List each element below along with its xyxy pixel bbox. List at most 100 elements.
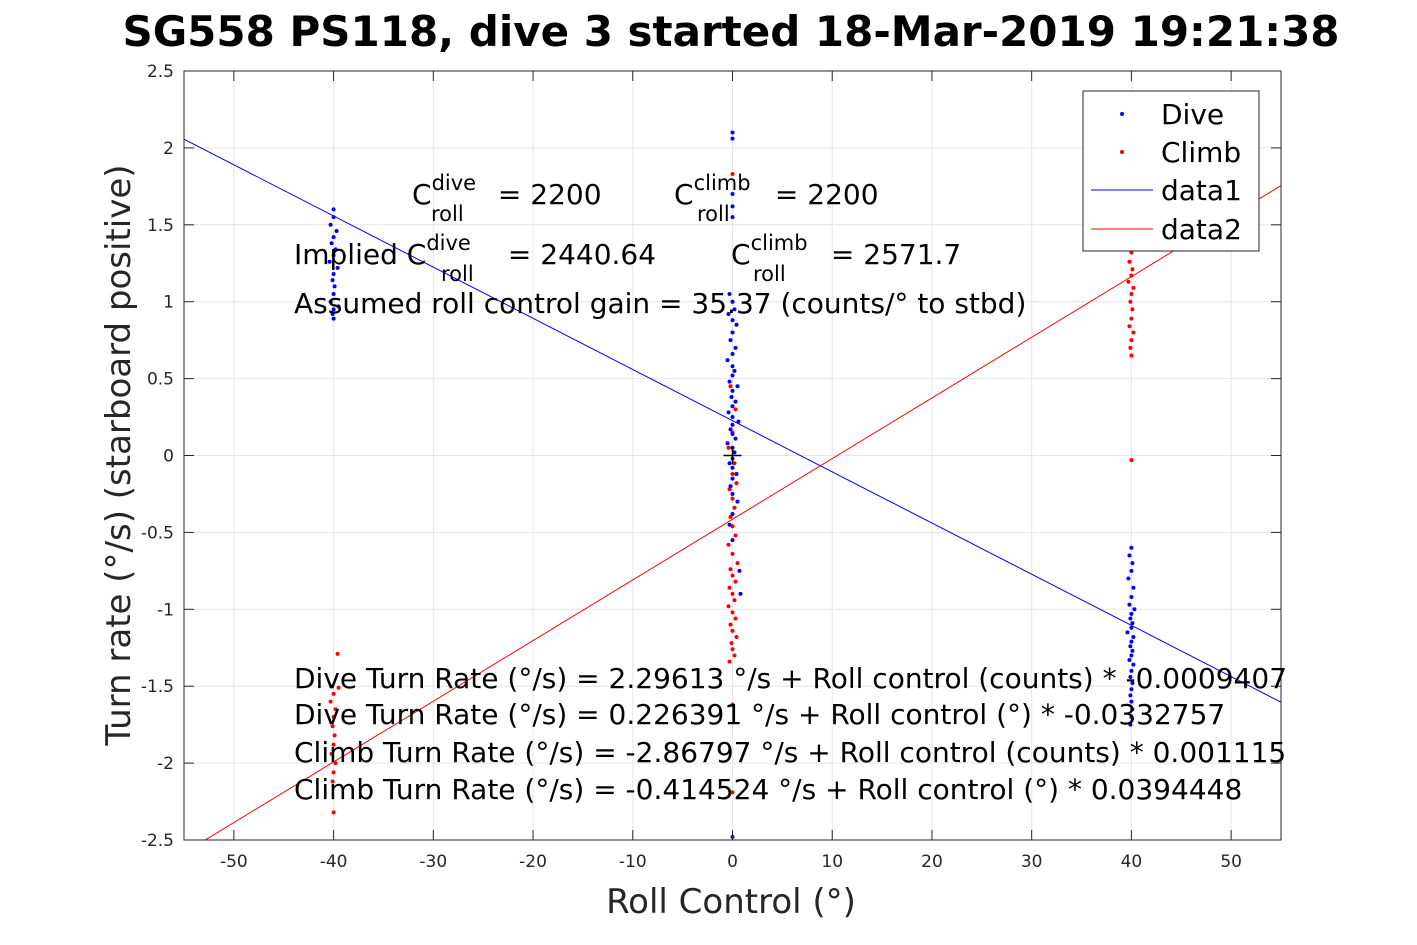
x-tick-label: 10	[821, 852, 843, 872]
data-point-climb	[1129, 458, 1134, 463]
data-point-climb	[728, 622, 733, 627]
x-tick-label: 30	[1021, 852, 1043, 872]
data-point-dive	[733, 436, 738, 441]
data-point-climb	[733, 407, 738, 412]
x-axis-label: Roll Control (°)	[606, 882, 856, 922]
data-point-climb	[1127, 324, 1132, 329]
data-point-climb	[329, 684, 334, 689]
data-point-dive	[730, 318, 735, 323]
data-point-dive	[728, 427, 733, 432]
y-axis-ticks: -2.5 -2 -1.5 -1 -0.5 0 0.5 1 1.5 2 2.5	[141, 62, 1281, 851]
data-point-climb	[730, 172, 735, 177]
data-point-dive	[730, 465, 735, 470]
data-point-climb	[732, 598, 737, 603]
data-point-dive	[1129, 545, 1134, 550]
data-point-dive	[331, 272, 336, 277]
data-point-climb	[729, 641, 734, 646]
data-point-dive	[730, 476, 735, 481]
data-point-dive	[1129, 639, 1134, 644]
data-point-dive	[1129, 625, 1134, 630]
x-tick-label: -20	[519, 852, 547, 872]
c-roll-climb-main: C	[674, 178, 694, 211]
x-tick-label: -30	[419, 852, 447, 872]
c-roll-climb-sub: roll	[697, 202, 730, 226]
data-point-dive	[727, 522, 732, 527]
x-axis-ticks: -50 -40 -30 -20 -10 0 10 20 30 40 50	[220, 71, 1242, 872]
data-point-dive	[728, 484, 733, 489]
implied-climb-main: C	[731, 238, 751, 271]
data-point-climb	[1127, 259, 1132, 264]
data-point-dive	[732, 307, 737, 312]
data-point-climb	[730, 551, 735, 556]
legend: Dive Climb data1 data2	[1082, 90, 1260, 252]
data-point-dive	[727, 379, 732, 384]
data-point-dive	[1130, 707, 1135, 712]
data-point-dive	[1127, 553, 1132, 558]
data-point-dive	[331, 253, 336, 258]
data-point-dive	[728, 338, 733, 343]
c-roll-dive-main: C	[412, 178, 432, 211]
x-tick-label: 50	[1220, 852, 1242, 872]
data-point-climb	[730, 573, 735, 578]
data-point-dive	[1129, 611, 1134, 616]
data-point-dive	[734, 471, 739, 476]
data-point-dive	[1130, 648, 1135, 653]
fit-line-data1	[184, 138, 1281, 703]
data-point-climb	[1128, 345, 1133, 350]
data-point-dive	[1125, 630, 1130, 635]
implied-dive-annotation: Implied Cdive roll = 2440.64	[294, 231, 656, 286]
y-tick-label: -1	[157, 600, 174, 620]
c-roll-dive-annotation: Cdive roll = 2200	[412, 171, 602, 226]
data-point-dive	[1129, 687, 1134, 692]
data-point-climb	[727, 585, 732, 590]
data-point-climb	[1130, 307, 1135, 312]
data-point-dive	[730, 404, 735, 409]
roll-gain-annotation: Assumed roll control gain = 35.37 (count…	[294, 287, 1026, 320]
data-point-dive	[327, 259, 332, 264]
data-point-dive	[331, 292, 336, 297]
data-point-dive	[1128, 674, 1133, 679]
data-point-dive	[1130, 561, 1135, 566]
data-point-climb	[1128, 299, 1133, 304]
data-point-dive	[737, 568, 742, 573]
data-point-climb	[331, 742, 336, 747]
data-point-dive	[730, 192, 735, 197]
data-point-climb	[730, 628, 735, 633]
data-point-climb	[331, 770, 336, 775]
fit-line-annotation: Dive Turn Rate (°/s) = 0.226391 °/s + Ro…	[294, 698, 1225, 731]
data-point-climb	[730, 790, 735, 795]
y-tick-label: 2	[163, 139, 174, 159]
data-point-dive	[333, 247, 338, 252]
implied-climb-value: = 2571.7	[822, 238, 961, 271]
data-point-climb	[332, 733, 337, 738]
data-point-climb	[328, 699, 333, 704]
data-point-climb	[1130, 267, 1135, 272]
y-tick-label: -2.5	[141, 831, 174, 851]
data-point-dive	[730, 373, 735, 378]
implied-climb-sub: roll	[753, 262, 786, 286]
data-point-dive	[1130, 681, 1135, 686]
data-point-climb	[330, 724, 335, 729]
data-point-climb	[1129, 316, 1134, 321]
data-point-climb	[730, 496, 735, 501]
y-tick-label: 1.5	[147, 216, 174, 236]
implied-climb-annotation: Cclimb roll = 2571.7	[731, 231, 961, 286]
legend-label-climb: Climb	[1161, 136, 1241, 169]
data-point-dive	[334, 228, 339, 233]
c-roll-dive-sub: roll	[431, 202, 464, 226]
data-point-climb	[1129, 273, 1134, 278]
data-point-dive	[726, 410, 731, 415]
y-tick-label: -0.5	[141, 523, 174, 543]
data-point-climb	[331, 714, 336, 719]
data-point-climb	[735, 561, 740, 566]
data-point-dive	[1130, 621, 1135, 626]
data-point-climb	[1126, 279, 1131, 284]
data-point-dive	[735, 499, 740, 504]
x-tick-label: -40	[320, 852, 348, 872]
c-roll-climb-value: = 2200	[766, 178, 879, 211]
c-roll-dive-value: = 2200	[489, 178, 602, 211]
data-point-dive	[328, 222, 333, 227]
data-point-climb	[726, 604, 731, 609]
data-point-climb	[728, 384, 733, 389]
